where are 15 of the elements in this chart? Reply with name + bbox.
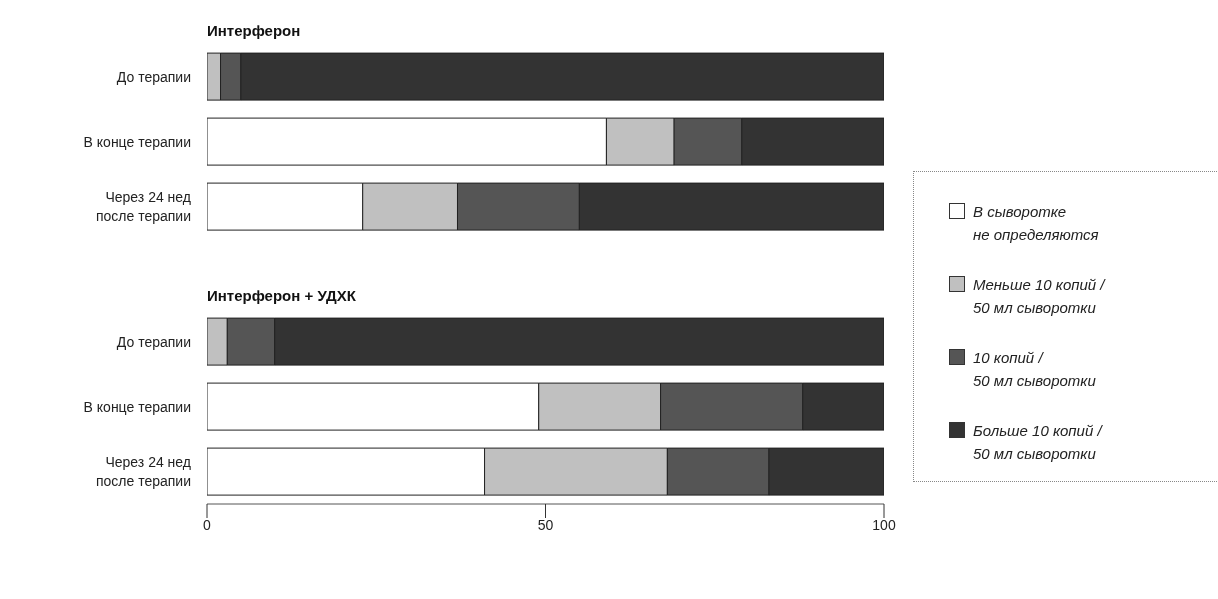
x-tick-label: 0 (203, 516, 212, 533)
y-tick-label: Через 24 нед после терапии (95, 189, 191, 224)
text: В сыворотке не определяются (973, 202, 1100, 245)
y-tick-label: В конце терапии (83, 133, 191, 150)
legend-label: 10 копий / 50 мл сыворотки (973, 348, 1097, 391)
y-tick-label: Через 24 нед после терапии (95, 454, 191, 489)
chart-title: Интерферон + УДХК (207, 287, 356, 304)
legend-label: Меньше 10 копий / 50 мл сыворотки (973, 275, 1107, 318)
x-tick-label: 50 (537, 516, 554, 533)
y-tick-label: До терапии (116, 68, 191, 85)
legend-label: Больше 10 копий / 50 мл сыворотки (973, 421, 1104, 464)
y-tick-label: До терапии (116, 333, 191, 350)
x-tick-label: 100 (872, 516, 896, 533)
y-tick-label: В конце терапии (83, 398, 191, 415)
chart-title: Интерферон (207, 22, 302, 41)
